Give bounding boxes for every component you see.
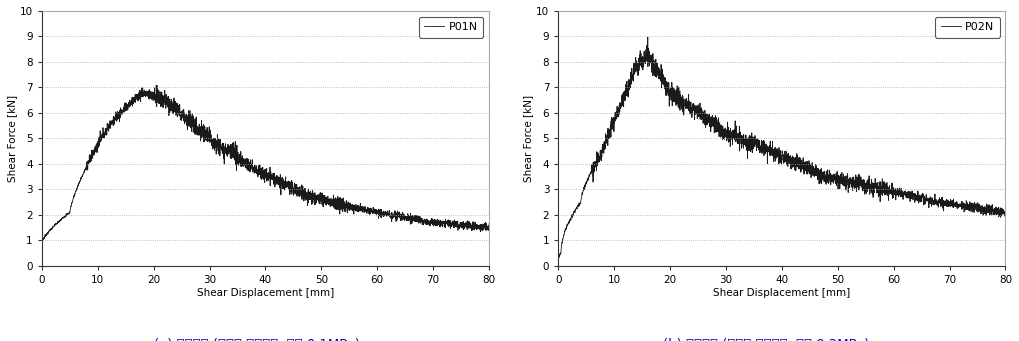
- P01N: [37, 241, 49, 246]
- P02N: [603, 132, 615, 136]
- Y-axis label: Shear Force [kN]: Shear Force [kN]: [7, 95, 17, 182]
- P01N: [150, 83, 162, 87]
- P02N: [1000, 210, 1012, 214]
- X-axis label: Shear Displacement [mm]: Shear Displacement [mm]: [713, 288, 851, 298]
- P01N: [475, 229, 487, 234]
- P02N: [744, 138, 756, 143]
- Line: P02N: P02N: [558, 37, 1006, 258]
- Text: (a) 무보강시 (앵커체 미설치시, 측압 0.1MPa): (a) 무보강시 (앵커체 미설치시, 측압 0.1MPa): [154, 338, 360, 341]
- P01N: [483, 222, 495, 226]
- P02N: [630, 65, 642, 70]
- P01N: [227, 152, 239, 157]
- P01N: [208, 138, 220, 142]
- P02N: [723, 131, 736, 135]
- P02N: [552, 256, 565, 260]
- P01N: [36, 241, 48, 245]
- P02N: [990, 207, 1003, 211]
- P02N: [552, 256, 565, 261]
- P01N: [113, 119, 125, 123]
- Legend: P02N: P02N: [935, 16, 1000, 38]
- P01N: [426, 223, 438, 227]
- P02N: [943, 199, 955, 204]
- P01N: [87, 148, 99, 152]
- X-axis label: Shear Displacement [mm]: Shear Displacement [mm]: [197, 288, 334, 298]
- P02N: [642, 35, 654, 39]
- Text: (b) 무보강시 (앵커체 미설치시, 측압 0.2MPa): (b) 무보강시 (앵커체 미설치시, 측압 0.2MPa): [663, 338, 869, 341]
- Line: P01N: P01N: [42, 85, 489, 243]
- Legend: P01N: P01N: [419, 16, 483, 38]
- Y-axis label: Shear Force [kN]: Shear Force [kN]: [524, 95, 533, 182]
